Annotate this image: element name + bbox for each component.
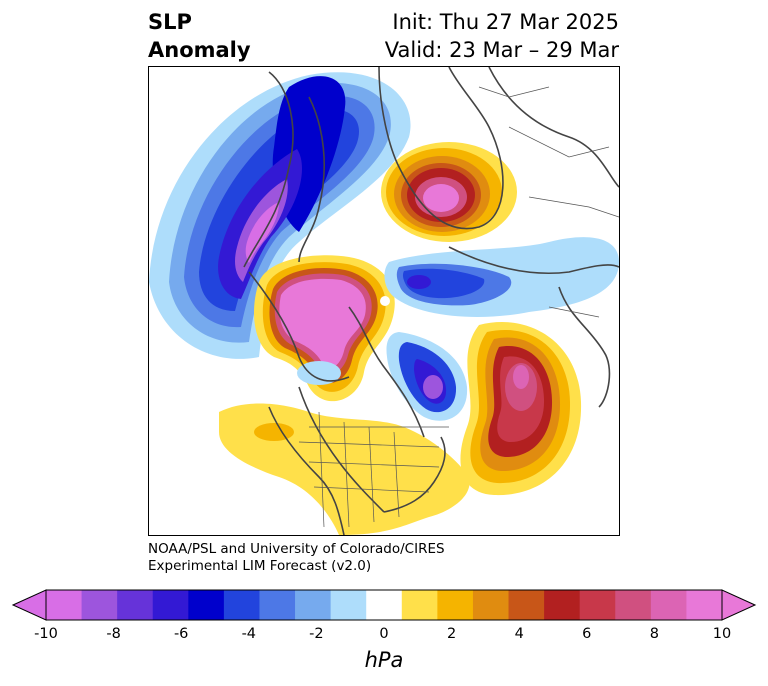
init-date: Init: Thu 27 Mar 2025 — [392, 10, 619, 34]
colorbar-segment — [650, 590, 688, 620]
colorbar-segment — [472, 590, 510, 620]
colorbar-segment — [615, 590, 652, 620]
colorbar-segment — [46, 590, 83, 620]
colorbar-tick-label: 10 — [712, 626, 732, 642]
colorbar-extend-low — [11, 589, 47, 621]
political-borders — [298, 86, 619, 528]
anomaly-arctic-positive — [254, 255, 395, 402]
colorbar-ticks: -10 -8 -6 -4 -2 0 2 4 6 8 10 — [0, 626, 768, 646]
colorbar-tick-label: 6 — [582, 626, 592, 642]
title-line-1: SLP — [148, 10, 192, 34]
colorbar-tick-label: -10 — [34, 626, 58, 642]
colorbar-segment — [508, 590, 545, 620]
colorbar-tick-label: 2 — [446, 626, 457, 642]
colorbar-segment — [295, 590, 332, 620]
map-title: SLP Anomaly — [148, 8, 251, 64]
colorbar-segment — [188, 590, 225, 620]
anomaly-russia-positive — [381, 142, 517, 242]
coastlines — [243, 67, 619, 535]
colorbar-segment — [544, 590, 581, 620]
anomaly-pacific-negative — [386, 332, 468, 421]
colorbar-segment — [223, 590, 261, 620]
colorbar-unit: hPa — [364, 648, 404, 672]
colorbar-segment — [330, 590, 367, 620]
anomaly-map — [149, 67, 619, 535]
credit-line-2: Experimental LIM Forecast (v2.0) — [148, 558, 372, 574]
colorbar-segment — [366, 590, 403, 620]
colorbar-segment — [437, 590, 474, 620]
credit-text: NOAA/PSL and University of Colorado/CIRE… — [148, 541, 445, 575]
credit-line-1: NOAA/PSL and University of Colorado/CIRE… — [148, 541, 445, 557]
colorbar-tick-label: 0 — [379, 626, 389, 642]
valid-dates: Valid: 23 Mar – 29 Mar — [384, 38, 619, 62]
colorbar-tick-label: -2 — [309, 626, 324, 642]
colorbar-tick-label: -4 — [241, 626, 257, 642]
colorbar-tick-label: 4 — [514, 626, 524, 642]
colorbar-segment — [686, 590, 723, 620]
colorbar — [11, 589, 757, 621]
colorbar-segment — [117, 590, 154, 620]
anomaly-barents-negative — [384, 237, 619, 317]
colorbar-tick-label: -8 — [106, 626, 121, 642]
colorbar-segment — [81, 590, 118, 620]
colorbar-segment — [579, 590, 616, 620]
anomaly-minor-blue — [297, 361, 341, 385]
colorbar-tick-label: -6 — [173, 626, 189, 642]
forecast-dates: Init: Thu 27 Mar 2025 Valid: 23 Mar – 29… — [385, 8, 619, 64]
anomaly-north-pacific-positive — [460, 322, 582, 496]
colorbar-outline — [45, 589, 723, 621]
title-line-2: Anomaly — [148, 38, 251, 62]
colorbar-segment — [259, 590, 296, 620]
colorbar-segment — [152, 590, 189, 620]
colorbar-tick-label: 8 — [649, 626, 660, 642]
map-panel — [148, 66, 620, 536]
colorbar-extend-high — [721, 589, 757, 621]
colorbar-segments — [46, 590, 723, 620]
colorbar-segment — [401, 590, 438, 620]
